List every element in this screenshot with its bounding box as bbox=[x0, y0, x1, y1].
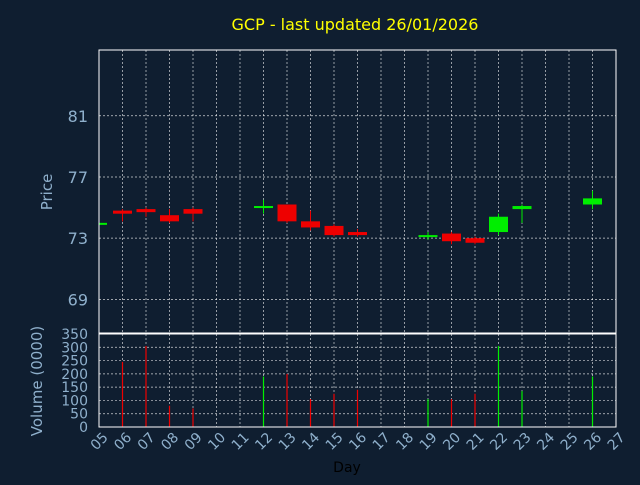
x-tick-label: 14 bbox=[299, 430, 323, 454]
x-tick-label: 23 bbox=[511, 430, 535, 454]
volume-bar bbox=[192, 408, 194, 427]
price-tick-label: 81 bbox=[68, 107, 88, 126]
candle-body bbox=[301, 221, 320, 228]
x-tick-label: 22 bbox=[487, 430, 511, 454]
x-tick-label: 13 bbox=[276, 430, 300, 454]
price-tick-label: 73 bbox=[68, 229, 88, 248]
price-tick-label: 77 bbox=[68, 168, 88, 187]
candle-body bbox=[324, 225, 344, 236]
volume-bar bbox=[521, 391, 523, 427]
volume-tick-label: 100 bbox=[61, 393, 88, 409]
price-axis-label: Price bbox=[38, 174, 56, 211]
volume-tick-label: 350 bbox=[61, 327, 88, 343]
volume-bar bbox=[121, 361, 124, 427]
x-tick-label: 09 bbox=[182, 430, 206, 454]
price-tick-label: 69 bbox=[68, 290, 88, 309]
price-tick-labels: 69 73 77 81 bbox=[68, 107, 88, 310]
volume-bar bbox=[497, 345, 500, 427]
volume-tick-label: 50 bbox=[70, 407, 88, 423]
x-tick-label: 26 bbox=[581, 430, 605, 454]
volume-bar bbox=[286, 373, 288, 427]
volume-bar bbox=[427, 399, 429, 427]
candle-body bbox=[348, 232, 367, 236]
x-tick-label: 11 bbox=[229, 430, 253, 454]
x-tick-label: 12 bbox=[252, 430, 276, 454]
candle-body bbox=[160, 215, 179, 222]
x-tick-label: 17 bbox=[370, 430, 394, 454]
candle-body bbox=[489, 216, 508, 233]
candle-body bbox=[418, 235, 438, 238]
volume-tick-label: 0 bbox=[79, 420, 88, 436]
volume-bar bbox=[356, 389, 359, 427]
volume-bars bbox=[121, 345, 594, 427]
candle-body bbox=[512, 206, 532, 210]
candle-body bbox=[442, 233, 461, 242]
candle-body bbox=[277, 204, 297, 222]
candle-body bbox=[113, 210, 132, 214]
volume-axis-label: Volume (0000) bbox=[28, 326, 46, 436]
candle-body bbox=[136, 209, 156, 213]
volume-tick-label: 300 bbox=[61, 340, 88, 356]
x-tick-label: 20 bbox=[440, 430, 464, 454]
volume-bar bbox=[262, 376, 265, 427]
x-tick-label: 21 bbox=[464, 430, 488, 454]
volume-bar bbox=[168, 405, 171, 427]
candle-body bbox=[254, 206, 273, 209]
volume-bar bbox=[474, 393, 476, 427]
volume-bar bbox=[309, 399, 312, 427]
volume-tick-label: 250 bbox=[61, 354, 88, 370]
x-axis-label: Day bbox=[333, 460, 361, 476]
volume-bar bbox=[145, 345, 147, 427]
x-tick-label: 06 bbox=[111, 430, 135, 454]
volume-tick-label: 200 bbox=[61, 367, 88, 383]
price-grid bbox=[99, 50, 616, 333]
volume-panel-frame bbox=[98, 333, 617, 428]
chart-title: GCP - last updated 26/01/2026 bbox=[232, 15, 479, 34]
candles bbox=[99, 190, 602, 245]
volume-bar bbox=[450, 399, 453, 427]
x-tick-label: 18 bbox=[393, 430, 417, 454]
x-tick-labels: 05 06 07 08 09 10 11 12 13 14 15 16 17 18 19 20 21 22 23 24… bbox=[88, 430, 629, 454]
candle-body bbox=[583, 198, 602, 205]
x-tick-label: 24 bbox=[534, 430, 558, 454]
volume-tick-label: 150 bbox=[61, 380, 88, 396]
x-tick-label: 27 bbox=[605, 430, 629, 454]
candle-body bbox=[183, 209, 203, 214]
x-tick-label: 10 bbox=[205, 430, 229, 454]
x-tick-label: 19 bbox=[417, 430, 441, 454]
x-tick-label: 07 bbox=[135, 430, 159, 454]
volume-bar bbox=[591, 376, 594, 427]
x-tick-label: 16 bbox=[346, 430, 370, 454]
x-tick-label: 05 bbox=[88, 430, 112, 454]
x-tick-label: 25 bbox=[558, 430, 582, 454]
x-tick-label: 08 bbox=[158, 430, 182, 454]
volume-bar bbox=[333, 393, 335, 427]
price-panel-frame bbox=[98, 49, 617, 334]
candle-body bbox=[99, 222, 107, 225]
x-tick-label: 15 bbox=[323, 430, 347, 454]
candle-body bbox=[465, 238, 485, 243]
